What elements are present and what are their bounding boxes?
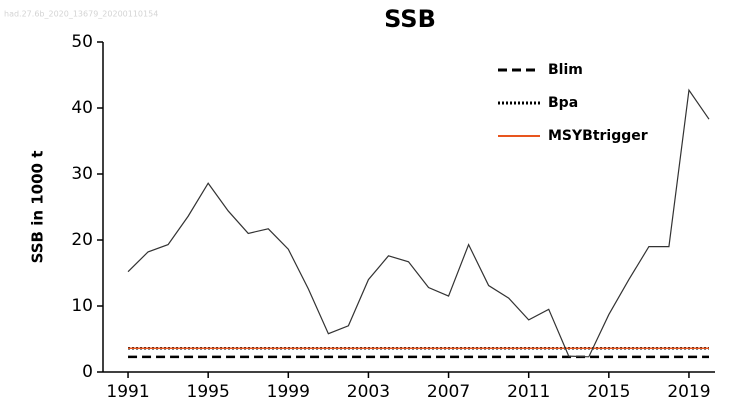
x-tick-label: 2019 [667, 382, 710, 402]
x-tick-label: 1991 [106, 382, 149, 402]
x-tick-label: 2015 [587, 382, 630, 402]
y-axis-label: SSB in 1000 t [29, 151, 47, 264]
data-line [127, 88, 710, 358]
y-tick-label: 20 [71, 230, 93, 250]
chart-title: SSB [384, 5, 436, 33]
legend-label: Blim [548, 62, 583, 78]
y-tick-label: 50 [71, 32, 93, 52]
legend-label: Bpa [548, 95, 578, 111]
x-tick-label: 2011 [507, 382, 550, 402]
x-tick-label: 2007 [427, 382, 470, 402]
y-tick-label: 10 [71, 296, 93, 316]
x-tick-label: 2003 [347, 382, 390, 402]
y-tick-label: 30 [71, 164, 93, 184]
legend-label: MSYBtrigger [548, 128, 648, 144]
watermark: had.27.6b_2020_13679_20200110154 [4, 10, 158, 19]
y-tick-label: 0 [82, 362, 93, 382]
y-tick-label: 40 [71, 98, 93, 118]
x-tick-label: 1995 [187, 382, 230, 402]
x-tick-label: 1999 [267, 382, 310, 402]
